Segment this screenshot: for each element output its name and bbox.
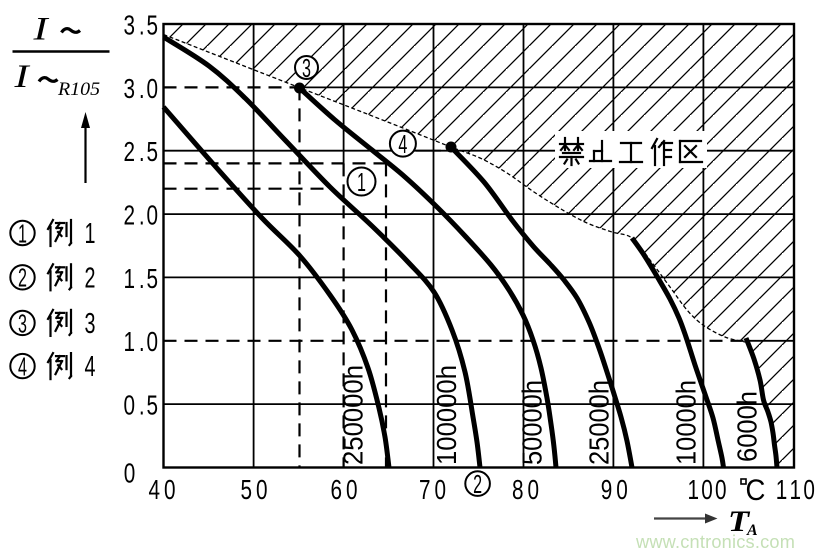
svg-text:0: 0 — [616, 475, 628, 506]
svg-text:0: 0 — [147, 327, 159, 358]
svg-text:I: I — [13, 58, 31, 95]
svg-text:5: 5 — [147, 391, 159, 422]
svg-text:7: 7 — [419, 475, 431, 506]
svg-text:2: 2 — [473, 469, 482, 499]
svg-text:1: 1 — [124, 264, 136, 295]
svg-text:5: 5 — [147, 264, 159, 295]
svg-text:1: 1 — [776, 475, 788, 506]
svg-text:0: 0 — [527, 475, 539, 506]
svg-text:R105: R105 — [57, 79, 100, 99]
svg-text:6: 6 — [330, 475, 342, 506]
svg-text:.: . — [139, 264, 145, 295]
svg-text:2: 2 — [18, 263, 27, 293]
svg-text:1: 1 — [124, 327, 136, 358]
svg-text:3: 3 — [124, 11, 136, 42]
svg-text:0: 0 — [164, 475, 176, 506]
svg-text:5: 5 — [240, 475, 252, 506]
svg-text:250000h: 250000h — [338, 365, 369, 465]
svg-text:3: 3 — [85, 308, 96, 340]
svg-text:0: 0 — [346, 475, 358, 506]
svg-text:5: 5 — [147, 11, 159, 42]
svg-text:3: 3 — [124, 74, 136, 105]
svg-text:.: . — [139, 137, 145, 168]
svg-text:50000h: 50000h — [517, 380, 548, 465]
svg-text:0: 0 — [434, 475, 446, 506]
svg-text:I: I — [32, 11, 50, 48]
svg-text:.: . — [139, 201, 145, 232]
svg-text:.: . — [139, 391, 145, 422]
svg-text:0: 0 — [803, 475, 815, 506]
svg-text:.: . — [139, 11, 145, 42]
svg-text:4: 4 — [148, 475, 160, 506]
svg-text:1: 1 — [85, 218, 96, 250]
svg-text:3: 3 — [18, 308, 27, 338]
svg-text:0: 0 — [124, 459, 136, 490]
svg-text:9: 9 — [601, 475, 613, 506]
svg-text:T: T — [728, 504, 750, 537]
svg-text:2: 2 — [124, 137, 136, 168]
svg-text:25000h: 25000h — [583, 380, 614, 465]
svg-text:8: 8 — [512, 475, 524, 506]
svg-text:.: . — [139, 327, 145, 358]
svg-text:3: 3 — [302, 53, 311, 83]
svg-text:5: 5 — [147, 137, 159, 168]
svg-text:.: . — [139, 74, 145, 105]
svg-text:0: 0 — [715, 475, 727, 506]
svg-text:10000h: 10000h — [671, 380, 702, 465]
svg-text:1: 1 — [687, 475, 699, 506]
svg-text:0: 0 — [147, 74, 159, 105]
svg-text:C: C — [746, 474, 766, 507]
svg-text:4: 4 — [85, 352, 96, 384]
svg-text:2: 2 — [124, 201, 136, 232]
svg-text:0: 0 — [701, 475, 713, 506]
svg-text:0: 0 — [256, 475, 268, 506]
svg-text:6000h: 6000h — [731, 391, 762, 462]
svg-text:1: 1 — [18, 218, 27, 248]
svg-text:0: 0 — [124, 391, 136, 422]
svg-text:2: 2 — [85, 263, 96, 295]
svg-text:100000h: 100000h — [431, 365, 462, 465]
svg-text:4: 4 — [398, 129, 407, 159]
svg-text:0: 0 — [147, 201, 159, 232]
svg-text:www.cntronics.com: www.cntronics.com — [635, 532, 795, 550]
svg-text:4: 4 — [18, 351, 27, 381]
svg-text:A: A — [746, 522, 758, 539]
svg-text:1: 1 — [357, 167, 366, 197]
svg-text:1: 1 — [790, 475, 802, 506]
